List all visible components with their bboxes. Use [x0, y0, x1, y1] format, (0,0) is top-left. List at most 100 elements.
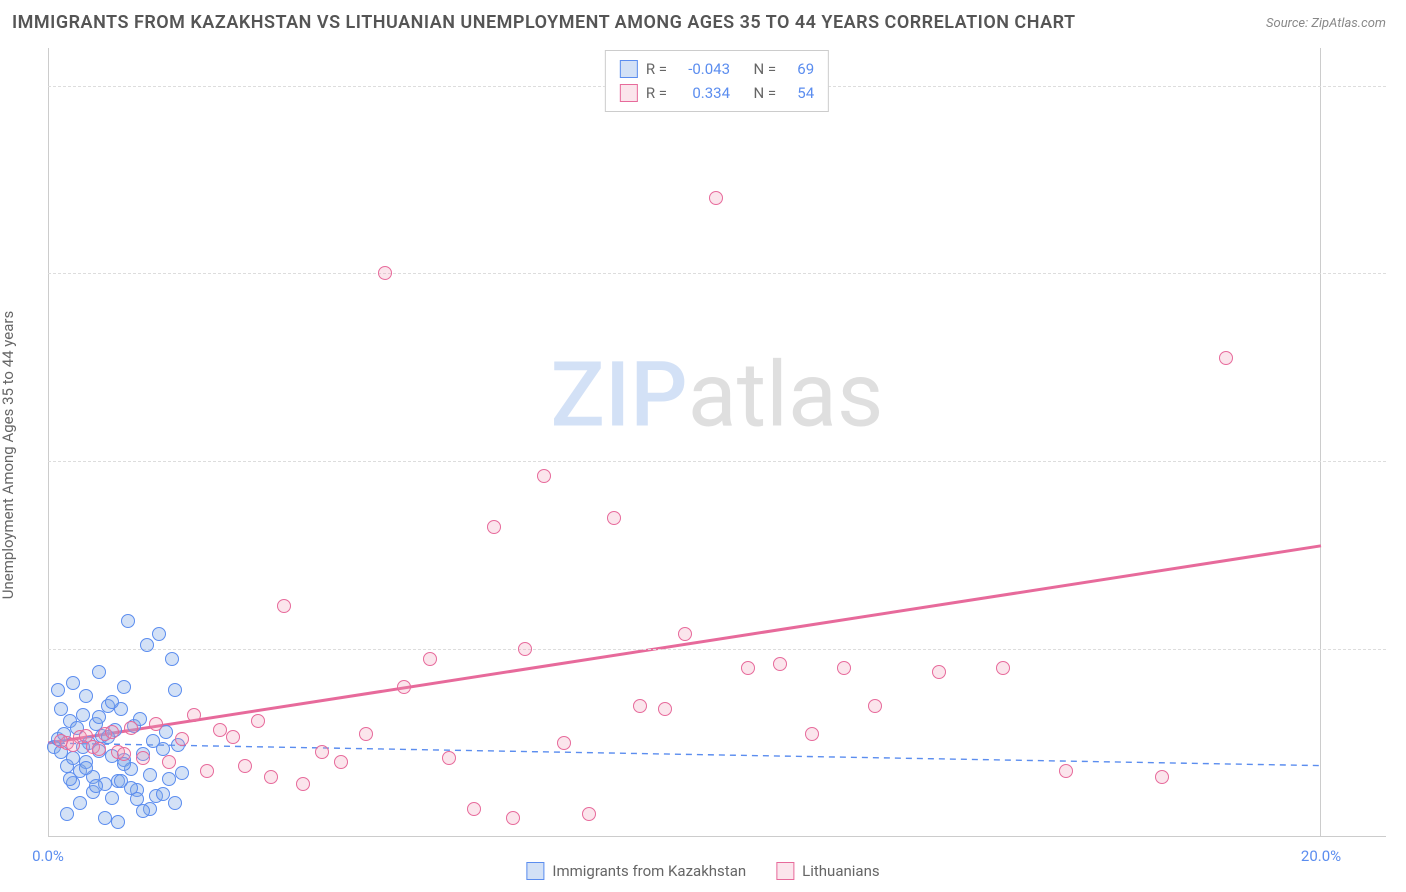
- scatter-point-pink: [467, 802, 481, 816]
- scatter-point-pink: [264, 770, 278, 784]
- legend-item-blue: Immigrants from Kazakhstan: [526, 862, 746, 880]
- stat-r-value-pink: 0.334: [675, 81, 730, 105]
- scatter-point-pink: [315, 745, 329, 759]
- scatter-point-pink: [397, 680, 411, 694]
- scatter-point-blue: [54, 702, 68, 716]
- stat-r-label-pink: R =: [646, 81, 667, 105]
- scatter-point-blue: [121, 614, 135, 628]
- gridline: [48, 273, 1386, 274]
- scatter-point-pink: [92, 742, 106, 756]
- scatter-point-blue: [168, 683, 182, 697]
- stat-n-label-blue: N =: [754, 57, 777, 81]
- source-label: Source: ZipAtlas.com: [1266, 16, 1386, 31]
- watermark-atlas: atlas: [688, 343, 884, 448]
- scatter-point-pink: [996, 661, 1010, 675]
- scatter-point-pink: [162, 755, 176, 769]
- y-axis-left: [48, 48, 49, 837]
- scatter-point-pink: [709, 191, 723, 205]
- stat-n-value-pink: 54: [784, 81, 814, 105]
- scatter-point-pink: [105, 725, 119, 739]
- scatter-point-pink: [557, 736, 571, 750]
- scatter-point-blue: [140, 638, 154, 652]
- stat-n-label-pink: N =: [754, 81, 777, 105]
- scatter-point-pink: [124, 721, 138, 735]
- scatter-point-pink: [149, 717, 163, 731]
- chart-area: ZIPatlas 10.0%20.0%30.0%40.0%0.0%20.0% R…: [48, 48, 1386, 837]
- legend-swatch-blue: [526, 862, 544, 880]
- scatter-point-blue: [105, 791, 119, 805]
- scatter-point-blue: [175, 766, 189, 780]
- scatter-point-pink: [187, 708, 201, 722]
- trendline-pink: [48, 546, 1321, 743]
- scatter-point-pink: [359, 727, 373, 741]
- scatter-point-pink: [175, 732, 189, 746]
- scatter-point-pink: [238, 759, 252, 773]
- legend-item-pink: Lithuanians: [776, 862, 879, 880]
- scatter-point-blue: [111, 815, 125, 829]
- scatter-point-pink: [678, 627, 692, 641]
- x-tick-label: 20.0%: [1301, 847, 1341, 865]
- scatter-point-blue: [79, 761, 93, 775]
- scatter-point-blue: [156, 742, 170, 756]
- gridline: [48, 461, 1386, 462]
- scatter-point-pink: [251, 714, 265, 728]
- watermark-zip: ZIP: [551, 343, 688, 448]
- legend-label-pink: Lithuanians: [802, 862, 879, 880]
- stat-row-pink: R = 0.334 N = 54: [620, 81, 814, 105]
- stat-n-value-blue: 69: [784, 57, 814, 81]
- scatter-point-pink: [66, 738, 80, 752]
- x-tick-label: 0.0%: [32, 847, 64, 865]
- stat-swatch-blue: [620, 60, 638, 78]
- scatter-point-pink: [837, 661, 851, 675]
- scatter-point-blue: [92, 710, 106, 724]
- scatter-point-blue: [117, 680, 131, 694]
- scatter-point-blue: [165, 652, 179, 666]
- scatter-point-pink: [1219, 351, 1233, 365]
- scatter-point-pink: [932, 665, 946, 679]
- gridline: [48, 649, 1386, 650]
- stat-row-blue: R = -0.043 N = 69: [620, 57, 814, 81]
- scatter-point-pink: [607, 511, 621, 525]
- scatter-point-blue: [92, 665, 106, 679]
- watermark: ZIPatlas: [551, 343, 884, 448]
- stat-swatch-pink: [620, 84, 638, 102]
- scatter-point-blue: [60, 807, 74, 821]
- y-axis-right: [1320, 48, 1321, 837]
- scatter-point-pink: [1059, 764, 1073, 778]
- scatter-point-pink: [487, 520, 501, 534]
- bottom-legend: Immigrants from Kazakhstan Lithuanians: [526, 862, 879, 880]
- scatter-point-pink: [226, 730, 240, 744]
- stats-box: R = -0.043 N = 69 R = 0.334 N = 54: [605, 50, 829, 112]
- scatter-point-blue: [143, 768, 157, 782]
- scatter-point-pink: [658, 702, 672, 716]
- chart-title: IMMIGRANTS FROM KAZAKHSTAN VS LITHUANIAN…: [12, 12, 1076, 33]
- stat-r-value-blue: -0.043: [675, 57, 730, 81]
- scatter-point-pink: [442, 751, 456, 765]
- scatter-point-blue: [114, 774, 128, 788]
- scatter-point-pink: [296, 777, 310, 791]
- scatter-point-blue: [89, 779, 103, 793]
- trendlines-svg: [48, 48, 1386, 837]
- scatter-point-blue: [168, 796, 182, 810]
- scatter-point-blue: [105, 695, 119, 709]
- scatter-point-pink: [117, 747, 131, 761]
- scatter-point-pink: [805, 727, 819, 741]
- scatter-point-pink: [537, 469, 551, 483]
- scatter-point-pink: [773, 657, 787, 671]
- scatter-point-pink: [518, 642, 532, 656]
- scatter-point-pink: [506, 811, 520, 825]
- scatter-point-blue: [66, 676, 80, 690]
- scatter-point-pink: [582, 807, 596, 821]
- scatter-point-pink: [200, 764, 214, 778]
- scatter-point-blue: [136, 804, 150, 818]
- legend-swatch-pink: [776, 862, 794, 880]
- scatter-point-pink: [79, 729, 93, 743]
- scatter-point-blue: [51, 683, 65, 697]
- scatter-point-pink: [423, 652, 437, 666]
- scatter-point-pink: [378, 266, 392, 280]
- scatter-point-blue: [156, 787, 170, 801]
- scatter-point-blue: [73, 796, 87, 810]
- scatter-point-pink: [136, 751, 150, 765]
- y-axis-label: Unemployment Among Ages 35 to 44 years: [0, 311, 17, 599]
- scatter-point-pink: [277, 599, 291, 613]
